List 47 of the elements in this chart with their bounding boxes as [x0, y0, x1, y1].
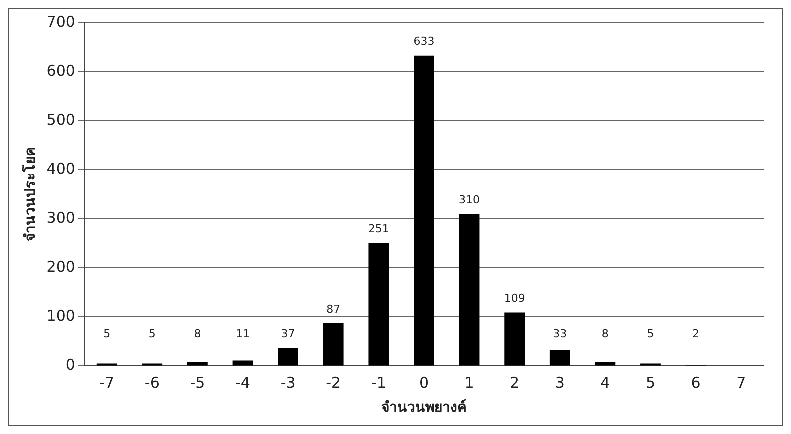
- x-tick-label: -6: [144, 374, 160, 392]
- data-label: 5: [148, 328, 156, 341]
- x-axis-title: จำนวนพยางค์: [382, 399, 467, 416]
- data-label: 11: [236, 328, 250, 341]
- data-label: 33: [553, 328, 568, 341]
- x-tick-label: 4: [600, 374, 610, 392]
- x-tick-label: 2: [510, 374, 520, 392]
- y-tick-label: 500: [46, 110, 76, 129]
- bar: [504, 312, 526, 366]
- bar: [278, 348, 298, 366]
- bar: [550, 350, 570, 366]
- data-label: 87: [326, 302, 341, 316]
- x-tick-label: -3: [280, 374, 296, 392]
- y-axis-title: จำนวนประโยค: [21, 148, 40, 242]
- data-label: 5: [104, 328, 111, 341]
- data-label: 5: [647, 328, 654, 341]
- x-tick-label: 0: [419, 374, 429, 392]
- y-tick-label: 300: [46, 209, 76, 228]
- y-tick-label: 100: [46, 307, 76, 326]
- y-tick-label: 600: [46, 62, 76, 80]
- x-tick-label: 3: [555, 374, 565, 392]
- bar: [368, 243, 390, 366]
- data-label: 109: [504, 292, 526, 306]
- data-label: 251: [368, 222, 390, 236]
- data-label: 633: [414, 35, 435, 48]
- data-label: 2: [692, 328, 700, 341]
- x-tick-label: -5: [190, 374, 206, 392]
- x-tick-label: -2: [326, 374, 342, 392]
- x-tick-label: 7: [736, 374, 746, 392]
- data-label: 8: [194, 328, 202, 341]
- x-tick-label: 1: [464, 374, 474, 392]
- y-tick-label: 0: [66, 356, 76, 374]
- bar: [232, 360, 254, 366]
- y-tick-label: 700: [46, 12, 76, 31]
- bar: [414, 56, 434, 366]
- y-tick-label: 400: [46, 160, 76, 178]
- x-tick-label: -1: [371, 374, 386, 392]
- data-label: 37: [281, 327, 296, 340]
- x-tick-label: -7: [100, 374, 115, 392]
- x-tick-label: 5: [646, 374, 656, 392]
- x-tick-label: 6: [691, 374, 701, 392]
- x-tick-label: -4: [236, 374, 250, 392]
- y-tick-label: 200: [46, 258, 76, 276]
- bar: [323, 324, 344, 366]
- data-label: 8: [602, 328, 609, 341]
- data-label: 310: [459, 194, 480, 207]
- bar: [459, 214, 480, 366]
